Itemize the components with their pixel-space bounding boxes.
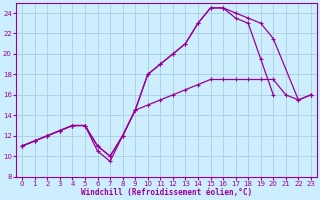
X-axis label: Windchill (Refroidissement éolien,°C): Windchill (Refroidissement éolien,°C) (81, 188, 252, 197)
